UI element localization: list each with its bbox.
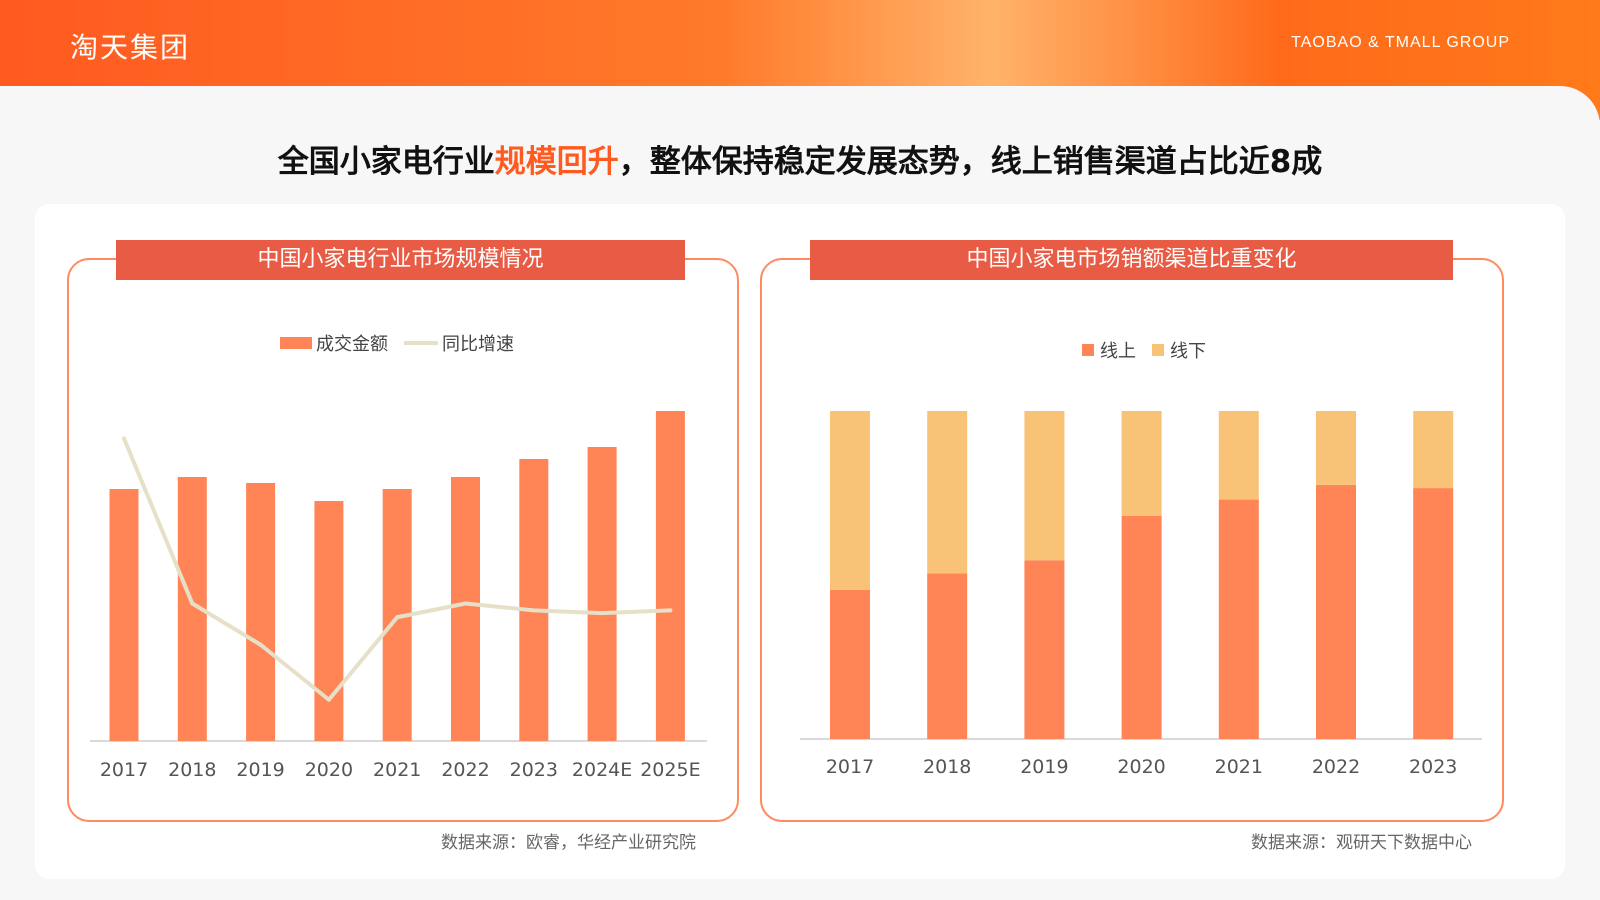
right-chart-source: 数据来源：观研天下数据中心 [1251,833,1472,853]
title-highlight: 规模回升 [494,144,619,180]
x-tick-label: 2021 [1215,756,1263,778]
x-tick-label: 2022 [1312,756,1360,778]
bar-amount-2025E [655,411,685,741]
left-chart-legend: 成交金额 同比增速 [280,330,530,356]
bar-online-2017 [830,589,870,739]
x-tick-label: 2017 [100,759,148,781]
legend-swatch-offline [1152,344,1164,356]
right-chart-title: 中国小家电市场销额渠道比重变化 [810,240,1453,280]
x-tick-label: 2024E [572,759,632,781]
x-tick-label: 2018 [923,756,971,778]
bar-online-2020 [1121,515,1162,739]
bar-amount-2023 [519,459,549,741]
x-tick-label: 2021 [373,759,421,781]
legend-label-amount: 成交金额 [316,334,388,355]
legend-item-offline: 线下 [1152,337,1206,363]
bar-online-2018 [927,573,968,739]
bar-amount-2020 [314,501,344,741]
bar-offline-2019 [1024,411,1065,561]
bar-online-2022 [1316,484,1356,739]
growth-point-2018 [190,601,195,606]
bar-offline-2022 [1316,411,1356,485]
bar-offline-2020 [1121,411,1162,516]
x-tick-label: 2023 [510,759,558,781]
legend-item-online: 线上 [1082,337,1136,363]
bar-offline-2023 [1413,411,1454,489]
growth-point-2021 [395,615,400,620]
left-chart-source: 数据来源：欧睿，华经产业研究院 [441,833,696,853]
x-tick-label: 2022 [441,759,489,781]
legend-swatch-online [1082,344,1094,356]
x-tick-label: 2019 [1020,756,1068,778]
page-title: 全国小家电行业规模回升，整体保持稳定发展态势，线上销售渠道占比近8成 [0,136,1600,181]
legend-item-amount: 成交金额 [280,330,388,356]
bar-amount-2022 [451,477,480,741]
group-name: TAOBAO & TMALL GROUP [1291,34,1510,51]
title-part-1: 全国小家电行业 [277,144,495,180]
x-tick-label: 2023 [1409,756,1457,778]
bar-amount-2019 [246,483,276,741]
growth-point-2022 [463,601,468,606]
bar-online-2019 [1024,560,1065,739]
left-chart-title: 中国小家电行业市场规模情况 [116,240,685,280]
legend-label-online: 线上 [1100,341,1136,362]
legend-label-offline: 线下 [1170,341,1206,362]
growth-point-2024E [600,611,605,616]
bar-offline-2021 [1218,411,1259,500]
legend-swatch-bar [280,337,312,349]
bar-amount-2017 [109,489,139,741]
bar-offline-2018 [927,411,968,574]
legend-label-growth: 同比增速 [442,334,514,355]
right-chart-legend: 线上 线下 [1082,337,1222,363]
brand-logo: 淘天集团 [70,31,191,64]
bar-online-2023 [1413,488,1454,739]
growth-point-2019 [258,642,263,647]
legend-item-growth: 同比增速 [404,330,514,356]
bar-offline-2017 [830,411,870,590]
growth-point-2025E [668,608,673,613]
right-chart-plot: 2017 2018 2019 2020 2021 2022 2023 [800,411,1482,778]
x-tick-label: 2020 [1117,756,1165,778]
bar-amount-2024E [587,447,617,741]
bar-online-2021 [1218,499,1259,739]
x-tick-label: 2020 [305,759,353,781]
x-tick-label: 2019 [236,759,284,781]
growth-point-2017 [122,436,126,441]
title-part-2: ，整体保持稳定发展态势，线上销售渠道占比近8成 [618,144,1323,180]
left-chart-plot: 2017 2018 2019 2020 2021 2022 2023 2024E 2025E [90,411,707,781]
growth-point-2020 [326,697,331,702]
x-tick-label: 2017 [826,756,874,778]
x-tick-label: 2018 [168,759,216,781]
growth-point-2023 [531,608,536,613]
x-tick-label: 2025E [640,759,700,781]
legend-swatch-line [404,341,438,345]
